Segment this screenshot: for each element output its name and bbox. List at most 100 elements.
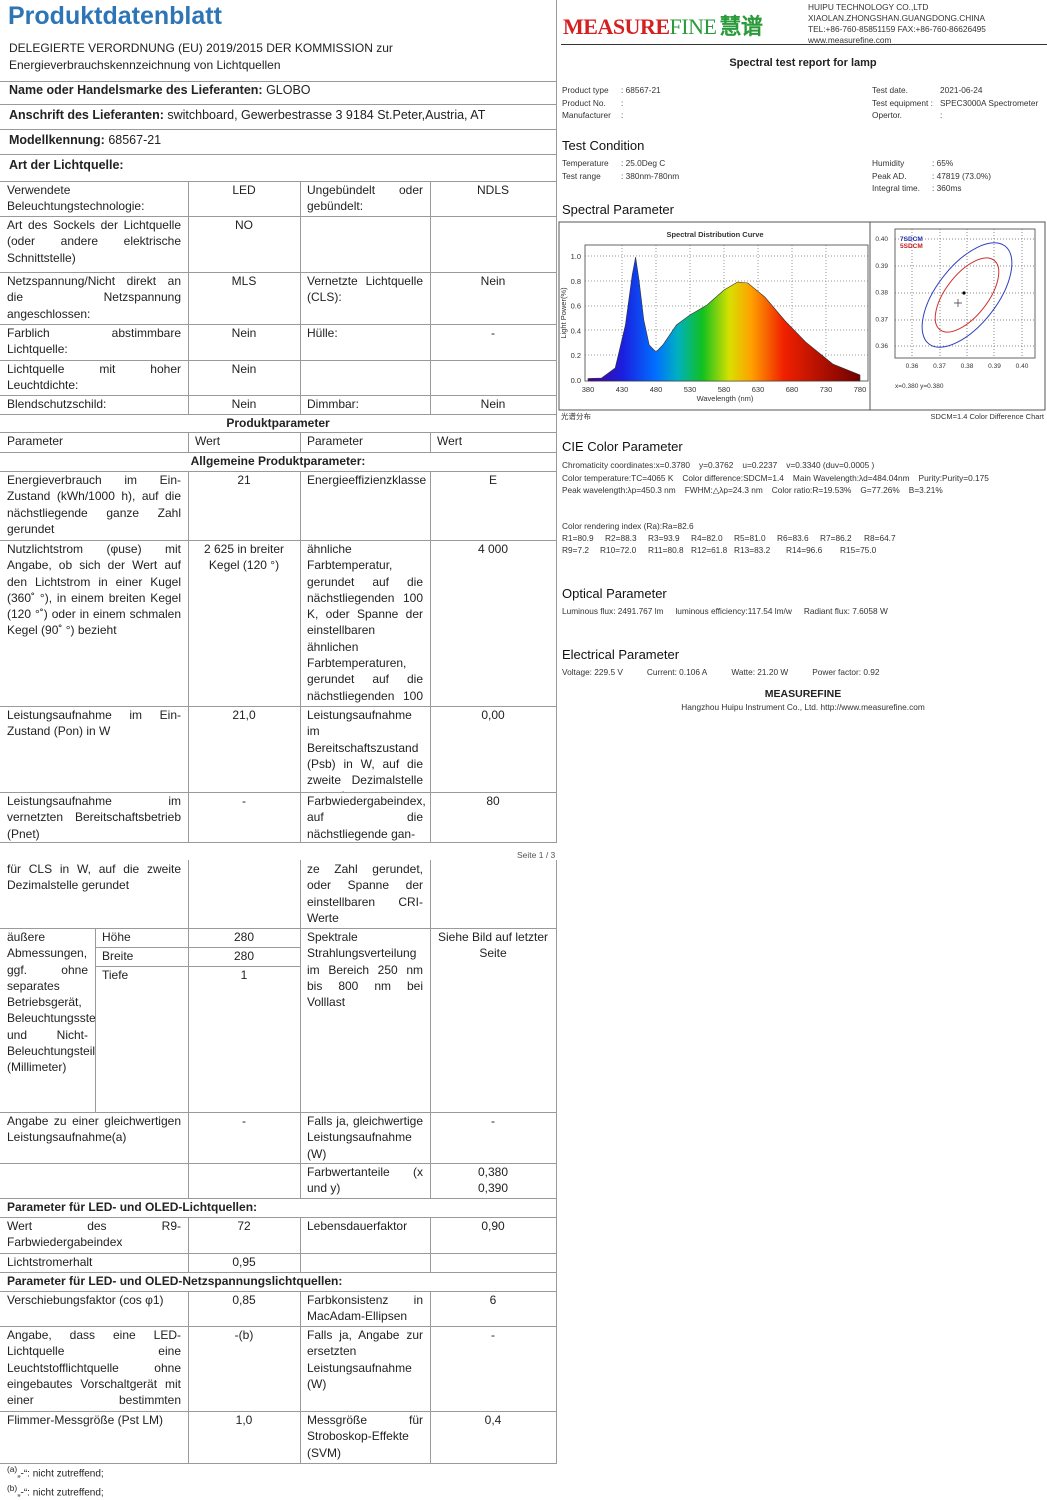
cell: Siehe Bild auf letzter Seite: [430, 928, 557, 1113]
info-label: Humidity: [872, 158, 905, 168]
cell: -: [430, 1326, 557, 1412]
cell: Flimmer-Messgröße (Pst LM): [0, 1411, 189, 1464]
cell: Wert des R9-Farbwiedergabeindex: [0, 1217, 189, 1254]
cell: 2 625 in breiter Kegel (120 °): [188, 540, 301, 707]
cell: 1: [188, 966, 301, 1113]
param: Current: 0.106 A: [646, 667, 708, 677]
param: Peak wavelength:λp=450.3 nm: [562, 485, 676, 495]
info-label: Manufacturer: [562, 110, 611, 120]
y-tick-label: 0.40: [875, 236, 888, 243]
cell: Nein: [430, 395, 557, 415]
page-number: Seite 1 / 3: [517, 850, 556, 860]
cell: Nutzlichtstrom (φuse) mit Angabe, ob sic…: [0, 540, 189, 707]
info-value: : 380nm-780nm: [621, 170, 680, 181]
rule: [0, 81, 557, 82]
rule: [561, 44, 1047, 45]
heading: Spectral Parameter: [562, 202, 674, 217]
cell: [430, 1253, 557, 1273]
param: R6=83.6: [777, 533, 809, 543]
param: R2=88.3: [605, 533, 637, 543]
cell: [430, 360, 557, 396]
ellipse-7: [921, 242, 1013, 348]
cell: Farbkonsistenz in MacAdam-Ellipsen: [300, 1291, 431, 1327]
company-line: www.measurefine.com: [808, 35, 892, 45]
sheet-title: Produktdatenblatt: [8, 2, 222, 30]
cell: Ungebündelt oder gebündelt:: [300, 181, 431, 217]
cell: [188, 1163, 301, 1199]
param: B=3.21%: [908, 485, 943, 495]
cell: 280: [188, 947, 301, 967]
y-tick-label: 0.38: [875, 290, 888, 297]
y-tick-label: 1.0: [571, 252, 581, 261]
info-label: Test range: [562, 170, 601, 181]
cell: 0,00: [430, 706, 557, 793]
cell: Leistungsaufnahme im Ein-Zustand (Pon) i…: [0, 706, 189, 793]
cell: [0, 1163, 189, 1199]
cell: Parameter: [0, 432, 189, 453]
info-value: : 360ms: [932, 183, 962, 193]
param: Color difference:SDCM=1.4: [682, 472, 784, 483]
chart-frame: [558, 221, 1046, 411]
cell: -: [188, 792, 301, 843]
footer-name: MEASUREFINE: [764, 688, 842, 700]
cell: Produktparameter: [0, 414, 557, 433]
cell: Höhe: [95, 928, 189, 948]
cell: Lichtstromerhalt: [0, 1253, 189, 1273]
logo: MEASUREFINE 慧谱: [563, 9, 763, 41]
param-line: Color temperature:TC=4065 K Color differe…: [562, 473, 989, 483]
x-tick-label: 680: [786, 385, 799, 394]
cell: -: [430, 324, 557, 361]
cell: NDLS: [430, 181, 557, 217]
info-value: : 68567-21: [621, 85, 661, 95]
cell: Lichtquelle mit hoher Leuchtdichte:: [0, 360, 189, 396]
param: R13=83.2: [734, 545, 771, 555]
cell: Farblich abstimmbare Lichtquelle:: [0, 324, 189, 361]
cell-line: 0,380: [477, 1165, 509, 1179]
param: Radiant flux: 7.6058 W: [803, 606, 888, 616]
cell: [300, 1253, 431, 1273]
x-tick-label: 380: [582, 385, 595, 394]
cell: 0,90: [430, 1217, 557, 1254]
info-value: :: [621, 97, 624, 108]
rule: [0, 129, 557, 130]
cri: Color rendering index (Ra):Ra=82.6: [562, 521, 694, 531]
x-tick-label: 0.40: [1016, 363, 1029, 370]
caption: SDCM=1.4 Color Difference Chart: [931, 412, 1045, 421]
param-line: Chromaticity coordinates:x=0.3780 y=0.376…: [562, 460, 874, 470]
cell: -(b): [188, 1326, 301, 1412]
company: HUIPU TECHNOLOGY CO.,LTD XIAOLAN.ZHONGSH…: [808, 2, 986, 46]
cell: [430, 860, 557, 929]
cell: [188, 860, 301, 929]
y-tick-label: 0.6: [571, 302, 581, 311]
info-label: Temperature: [562, 158, 609, 168]
value: switchboard, Gewerbestrasse 3 9184 St.Pe…: [167, 108, 486, 122]
cell: Nein: [188, 360, 301, 396]
x-tick-label: 630: [752, 385, 765, 394]
info-value: :: [621, 110, 624, 120]
cell: Parameter für LED- und OLED-Netzspannung…: [0, 1272, 557, 1292]
cell: 72: [188, 1217, 301, 1254]
cell: Wert: [430, 432, 557, 453]
param-line: R1=80.9 R2=88.3 R3=93.9 R4=82.0 R5=81.0 R6=83…: [562, 533, 904, 543]
x-tick-label: 0.38: [961, 363, 974, 370]
cell: Energieverbrauch im Ein-Zustand (kWh/100…: [0, 471, 189, 541]
cell: 21: [188, 471, 301, 541]
heading: CIE Color Parameter: [562, 439, 683, 454]
param: y=0.3762: [698, 460, 734, 470]
caption: 光谱分布: [561, 411, 591, 421]
param: FWHM:△λp=24.3 nm: [684, 485, 763, 495]
param: Purity:Purity=0.175: [918, 472, 989, 483]
x-tick-label: 480: [650, 385, 663, 394]
param: Watte: 21.20 W: [731, 667, 789, 677]
param: R12=61.8: [691, 545, 728, 555]
cell: 0,380 0,390: [430, 1163, 557, 1199]
param: R5=81.0: [734, 533, 766, 543]
legend-5: 5SDCM: [900, 243, 923, 250]
param: R14=96.6: [786, 545, 823, 555]
param: Color ratio:R=19.53%: [771, 485, 852, 495]
heading: Test Condition: [562, 138, 645, 153]
report-title: Spectral test report for lamp: [729, 57, 877, 69]
cell: 0,4: [430, 1411, 557, 1464]
cell: 21,0: [188, 706, 301, 793]
cell: Verwendete Beleuchtungstechnologie:: [0, 181, 189, 217]
